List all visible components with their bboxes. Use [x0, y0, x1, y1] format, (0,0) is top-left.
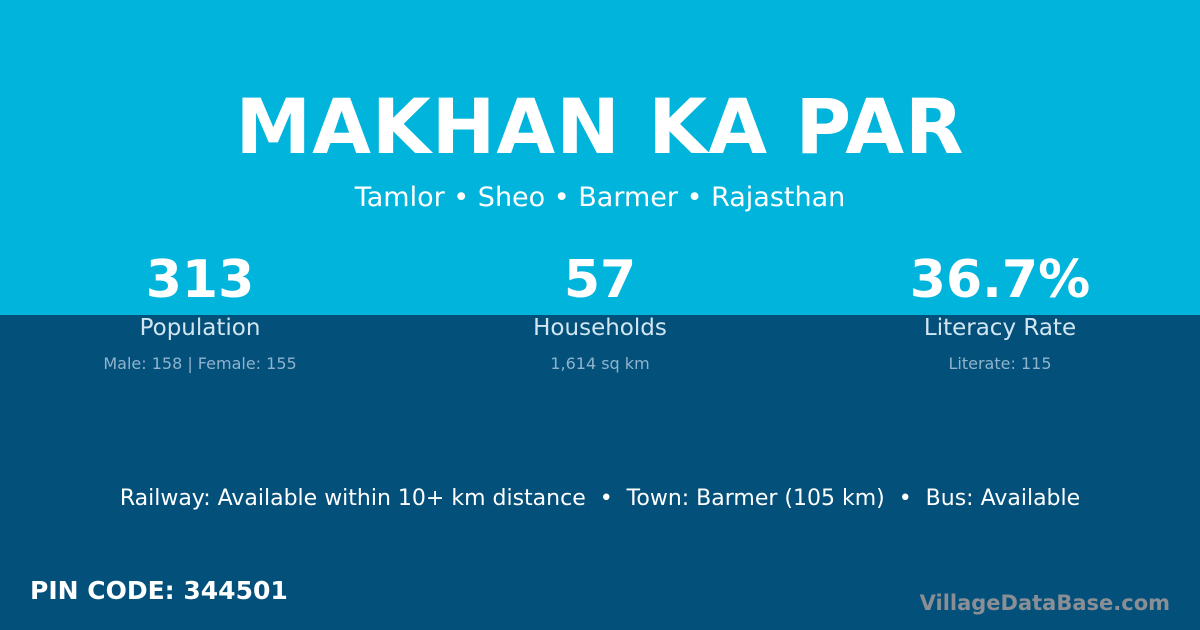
village-title: MAKHAN KA PAR [235, 82, 965, 171]
amenities-line: Railway: Available within 10+ km distanc… [119, 486, 1081, 511]
brand-watermark: VillageDataBase.com [919, 591, 1170, 615]
stat-value: 313 [145, 250, 255, 310]
header-band [0, 0, 1200, 315]
stat-detail: Literate: 115 [948, 354, 1052, 373]
pin-code: PIN CODE: 344501 [30, 576, 288, 605]
stat-detail: 1,614 sq km [550, 354, 650, 373]
stat-label: Households [533, 315, 667, 341]
details-band [0, 315, 1200, 630]
stat-value: 57 [563, 250, 637, 310]
location-breadcrumb: Tamlor • Sheo • Barmer • Rajasthan [354, 182, 846, 213]
stat-value: 36.7% [909, 250, 1091, 310]
stat-label: Population [139, 315, 261, 341]
stat-label: Literacy Rate [923, 315, 1077, 341]
stat-detail: Male: 158 | Female: 155 [103, 354, 297, 373]
